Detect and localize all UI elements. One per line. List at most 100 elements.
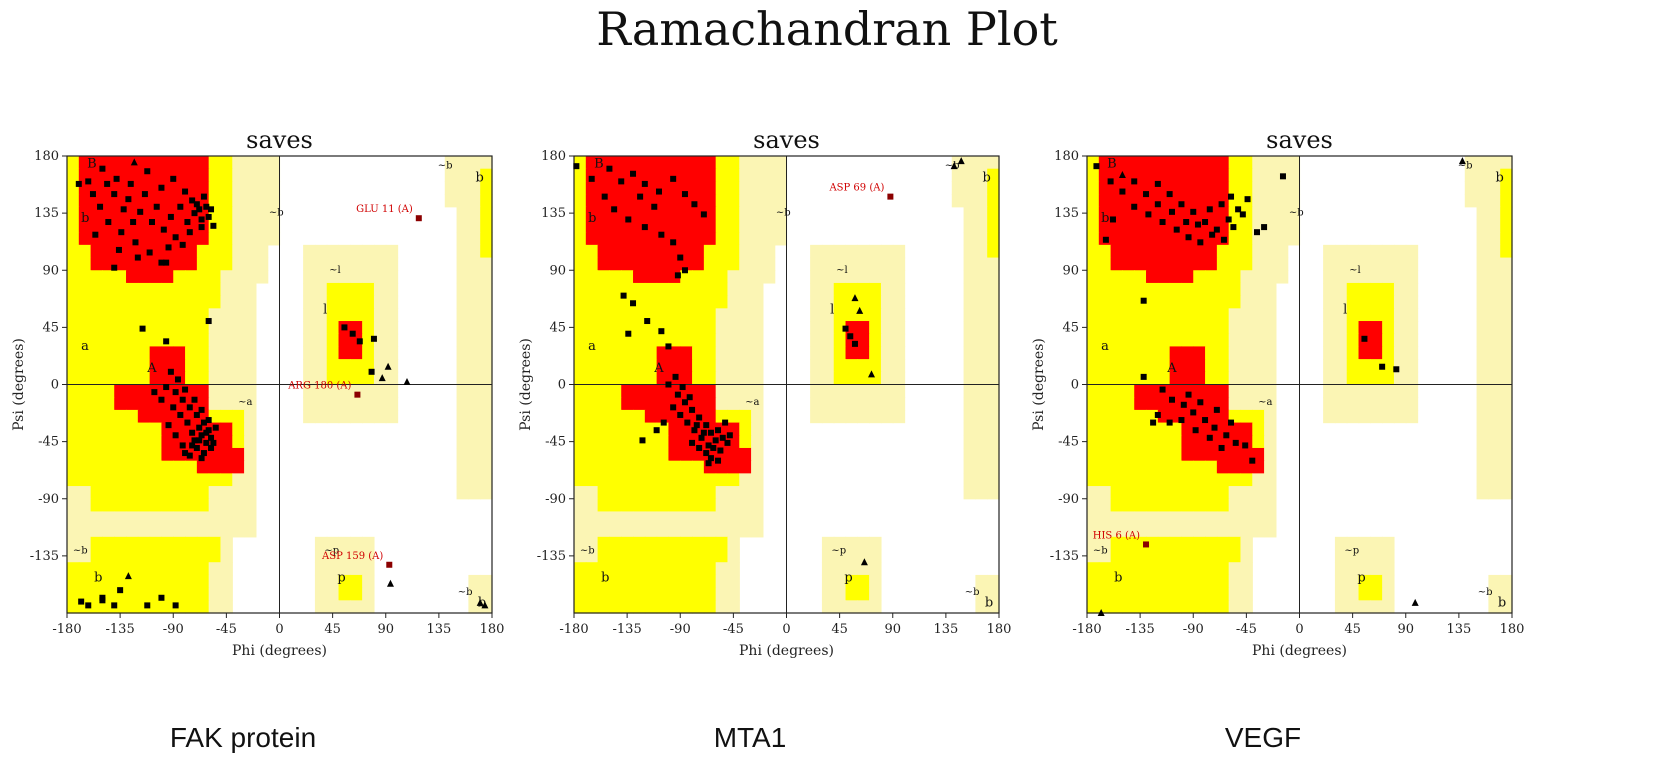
- region-cell: [1405, 244, 1419, 259]
- residue-point: [1166, 191, 1173, 198]
- region-cell: [1252, 524, 1265, 538]
- region-cell: [185, 549, 198, 563]
- region-cell: [1122, 371, 1135, 386]
- region-cell: [963, 194, 976, 208]
- region-cell: [362, 536, 375, 551]
- region-cell: [633, 321, 646, 335]
- region-cell: [102, 549, 115, 563]
- region-cell: [185, 156, 198, 170]
- region-cell: [173, 219, 186, 233]
- region-cell: [609, 308, 622, 322]
- region-cell: [975, 168, 988, 182]
- region-cell: [633, 473, 646, 487]
- region-cell: [1169, 524, 1183, 538]
- region-cell: [480, 295, 493, 309]
- region-cell: [220, 308, 233, 322]
- region-cell: [727, 498, 740, 513]
- region-cell: [149, 371, 163, 386]
- region-label: ~a: [238, 397, 252, 408]
- region-cell: [703, 473, 717, 487]
- region-cell: [1346, 409, 1360, 424]
- region-cell: [1110, 321, 1124, 335]
- outlier-label: HIS 6 (A): [1093, 530, 1140, 541]
- region-cell: [1488, 447, 1501, 462]
- region-cell: [126, 333, 139, 348]
- residue-point: [1190, 409, 1197, 416]
- region-cell: [314, 409, 328, 424]
- region-cell: [102, 346, 115, 360]
- region-cell: [621, 384, 634, 398]
- region-cell: [196, 282, 210, 297]
- region-cell: [126, 384, 139, 398]
- region-cell: [1488, 397, 1501, 411]
- region-cell: [102, 333, 115, 348]
- region-cell: [1157, 600, 1171, 614]
- residue-point: [1145, 211, 1152, 218]
- region-cell: [220, 447, 233, 462]
- region-cell: [126, 359, 139, 373]
- residue-point: [203, 203, 210, 210]
- region-cell: [67, 574, 80, 589]
- region-cell: [1181, 498, 1194, 513]
- region-cell: [810, 270, 823, 284]
- residue-point: [370, 335, 377, 342]
- region-cell: [480, 321, 493, 335]
- region-cell: [114, 574, 127, 589]
- region-cell: [739, 384, 752, 398]
- region-cell: [149, 206, 163, 221]
- x-axis-label: Phi (degrees): [739, 643, 834, 659]
- region-cell: [114, 447, 127, 462]
- region-cell: [585, 257, 599, 271]
- region-cell: [1110, 562, 1124, 576]
- region-cell: [987, 295, 1000, 309]
- region-cell: [703, 562, 717, 576]
- region-cell: [161, 600, 174, 614]
- region-cell: [1464, 168, 1478, 182]
- x-tick-label: 180: [987, 622, 1012, 637]
- region-label: ~b: [1458, 161, 1473, 172]
- region-cell: [597, 549, 611, 563]
- region-cell: [703, 600, 717, 614]
- region-cell: [1240, 574, 1253, 589]
- region-cell: [255, 244, 269, 259]
- region-cell: [326, 536, 340, 551]
- region-cell: [1382, 308, 1395, 322]
- region-cell: [692, 524, 705, 538]
- region-cell: [220, 168, 233, 182]
- residue-point: [703, 450, 710, 457]
- region-cell: [574, 562, 587, 576]
- residue-point: [1379, 363, 1386, 370]
- region-cell: [1405, 282, 1419, 297]
- region-cell: [1110, 156, 1124, 170]
- region-cell: [739, 486, 752, 500]
- glycine-point: [860, 558, 868, 566]
- region-cell: [208, 498, 222, 513]
- region-cell: [67, 447, 80, 462]
- region-cell: [703, 524, 717, 538]
- region-cell: [114, 346, 127, 360]
- region-cell: [1134, 194, 1147, 208]
- region-cell: [1169, 270, 1183, 284]
- region-cell: [350, 574, 363, 589]
- region-cell: [597, 219, 611, 233]
- region-cell: [480, 308, 493, 322]
- region-cell: [114, 194, 127, 208]
- region-cell: [1122, 524, 1135, 538]
- region-cell: [869, 295, 882, 309]
- region-cell: [456, 194, 469, 208]
- residue-point: [127, 180, 134, 187]
- region-cell: [1252, 346, 1265, 360]
- region-cell: [1252, 333, 1265, 348]
- region-cell: [1181, 574, 1194, 589]
- region-cell: [621, 498, 634, 513]
- region-cell: [680, 524, 693, 538]
- region-cell: [173, 295, 186, 309]
- region-cell: [232, 181, 245, 195]
- region-cell: [1488, 435, 1501, 449]
- region-cell: [1205, 270, 1218, 284]
- region-cell: [1240, 511, 1253, 525]
- region-cell: [692, 536, 705, 551]
- region-cell: [692, 282, 705, 297]
- region-cell: [703, 219, 717, 233]
- region-cell: [1500, 308, 1513, 322]
